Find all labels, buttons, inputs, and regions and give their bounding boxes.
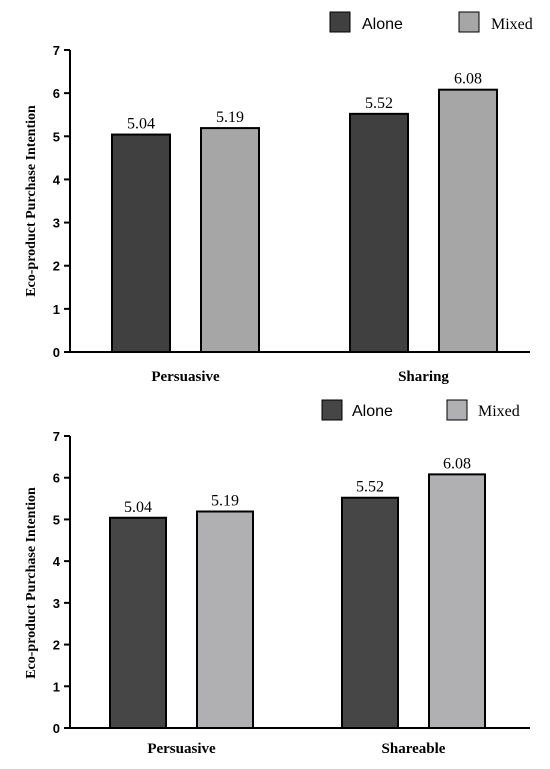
y-tick-label: 4: [53, 554, 61, 569]
data-label: 5.04: [124, 499, 152, 516]
y-axis-label: Eco-product Purchase Intention: [24, 487, 39, 679]
y-tick-label: 5: [53, 512, 60, 527]
bar-alone-sharing: [349, 112, 409, 353]
chart-bottom: Eco-product Purchase Intention 01234567 …: [24, 399, 530, 757]
data-label: 5.19: [216, 109, 244, 126]
y-tick-label: 6: [53, 86, 60, 101]
y-tick-label: 2: [53, 259, 60, 274]
bar-mixed-sharing: [438, 88, 498, 353]
y-tick-label: 4: [53, 172, 61, 187]
y-tick-label: 7: [53, 429, 60, 444]
data-label: 5.04: [127, 116, 155, 133]
legend-label-alone: Alone: [362, 16, 403, 33]
y-tick-label: 2: [53, 638, 60, 653]
data-label: 5.52: [365, 95, 393, 112]
y-tick-label: 0: [53, 345, 60, 360]
legend: Alone Mixed: [321, 399, 520, 421]
x-tick-label-persuasive: Persuasive: [151, 369, 220, 385]
data-label: 6.08: [454, 71, 482, 88]
legend-swatch-mixed: [446, 399, 468, 421]
y-tick-label: 1: [53, 302, 60, 317]
y-axis-label: Eco-product Purchase Intention: [24, 105, 39, 297]
legend-label-alone: Alone: [352, 403, 393, 420]
bar-alone-persuasive: [111, 133, 171, 353]
bar-alone-persuasive: [109, 516, 167, 730]
bar-mixed-shareable: [428, 473, 486, 729]
data-label: 6.08: [443, 455, 471, 472]
y-tick-label: 5: [53, 129, 60, 144]
y-tick-label: 1: [53, 679, 60, 694]
legend-label-mixed: Mixed: [491, 16, 533, 33]
x-tick-label-shareable: Shareable: [382, 741, 446, 757]
bar-mixed-persuasive: [200, 127, 260, 353]
x-tick-label-persuasive: Persuasive: [147, 741, 216, 757]
legend-swatch-alone: [329, 11, 351, 33]
y-tick-label: 3: [53, 596, 60, 611]
bar-alone-shareable: [341, 496, 399, 730]
x-tick-label-sharing: Sharing: [398, 369, 449, 385]
legend-swatch-alone: [321, 399, 343, 421]
legend-label-mixed: Mixed: [478, 403, 520, 420]
chart-top: Eco-product Purchase Intention 01234567 …: [24, 11, 533, 385]
legend: Alone Mixed: [329, 11, 533, 33]
y-tick-label: 3: [53, 216, 60, 231]
data-label: 5.19: [211, 493, 239, 510]
bar-mixed-persuasive: [196, 510, 254, 730]
legend-swatch-mixed: [458, 11, 480, 33]
y-tick-label: 0: [53, 721, 60, 736]
y-tick-label: 6: [53, 471, 60, 486]
data-label: 5.52: [356, 479, 384, 496]
y-tick-label: 7: [53, 43, 60, 58]
